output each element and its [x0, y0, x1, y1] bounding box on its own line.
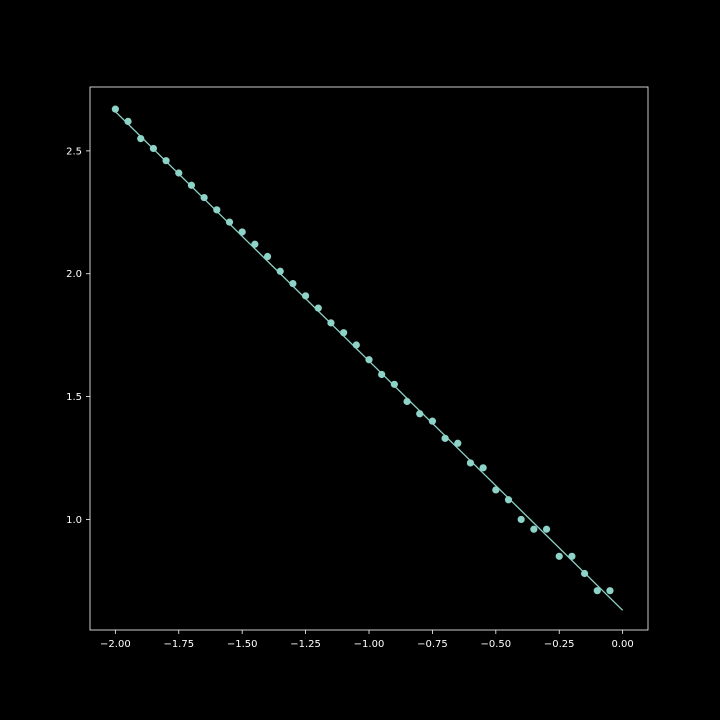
data-point	[365, 356, 373, 364]
data-point	[175, 169, 183, 177]
data-point	[111, 105, 119, 113]
data-point	[466, 459, 475, 467]
data-point	[378, 370, 386, 379]
plot-area	[111, 105, 624, 611]
x-tick-label: −1.75	[163, 639, 194, 650]
data-point	[555, 552, 563, 560]
data-point	[593, 587, 601, 595]
data-point	[606, 587, 614, 595]
data-point	[403, 397, 411, 406]
data-point	[276, 267, 284, 275]
axes: −2.00 −1.75 −1.50 −1.25 −1.00 −0.75 −0.50 −0.25…	[66, 86, 649, 650]
y-tick-label: 2.0	[66, 269, 82, 280]
data-point	[492, 486, 500, 494]
y-tick-label: 1.0	[66, 515, 82, 526]
data-point	[263, 252, 272, 261]
data-point	[517, 515, 525, 524]
x-tick-label: −1.00	[354, 639, 385, 650]
x-tick-label: −1.50	[227, 639, 258, 650]
data-point	[454, 439, 462, 447]
data-point	[390, 380, 398, 388]
x-tick-label: −0.50	[480, 639, 511, 650]
data-point	[225, 218, 234, 226]
data-point	[213, 206, 221, 214]
data-point	[124, 117, 132, 125]
data-point	[200, 193, 208, 202]
x-tick-label: −1.25	[290, 639, 321, 650]
data-point	[428, 417, 437, 425]
data-point	[530, 525, 538, 533]
y-tick-label: 2.5	[66, 146, 82, 157]
data-point	[238, 228, 246, 236]
data-point	[187, 181, 196, 189]
data-point	[340, 329, 348, 337]
data-point	[327, 319, 335, 327]
data-point	[162, 157, 170, 165]
data-point	[251, 240, 259, 248]
data-point	[352, 341, 360, 349]
data-point	[416, 410, 424, 418]
data-point	[441, 434, 449, 442]
data-point	[542, 525, 551, 533]
data-point	[568, 552, 576, 560]
data-point	[314, 304, 322, 312]
data-point	[580, 569, 589, 578]
data-point	[301, 292, 310, 300]
x-tick-label: −2.00	[100, 639, 131, 650]
y-tick-label: 1.5	[66, 392, 82, 403]
data-point	[479, 464, 487, 472]
data-point	[504, 496, 513, 504]
data-point	[289, 279, 297, 288]
x-tick-label: −0.75	[417, 639, 448, 650]
x-tick-label: 0.00	[612, 639, 634, 650]
x-tick-label: −0.25	[544, 639, 575, 650]
data-point	[149, 144, 158, 153]
data-point	[137, 134, 145, 143]
